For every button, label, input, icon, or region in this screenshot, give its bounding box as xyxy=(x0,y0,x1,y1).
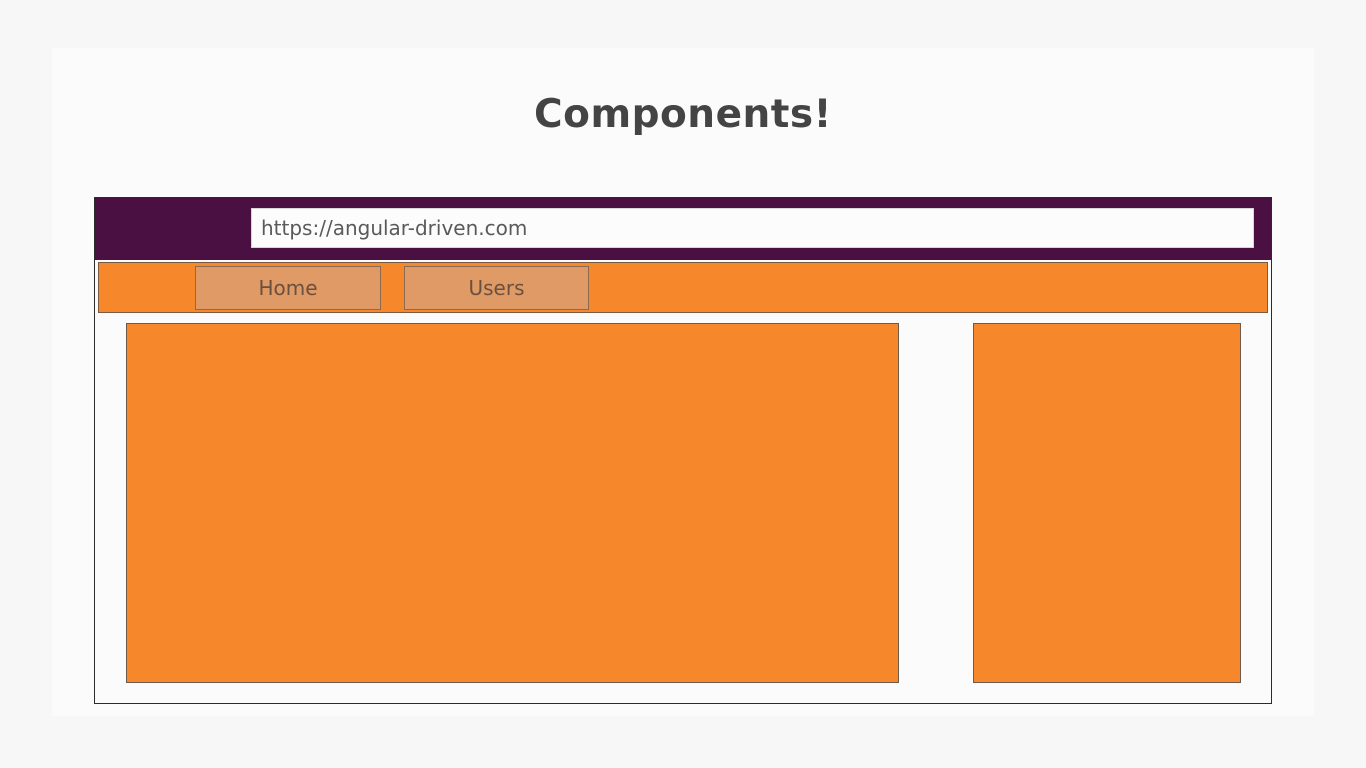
browser-top-bar: https://angular-driven.com xyxy=(95,198,1271,260)
nav-bar-component: Home Users xyxy=(98,262,1268,313)
nav-users-button[interactable]: Users xyxy=(404,266,589,310)
address-bar[interactable]: https://angular-driven.com xyxy=(251,208,1254,248)
nav-home-button[interactable]: Home xyxy=(195,266,381,310)
main-content-component xyxy=(126,323,899,683)
slide-title: Components! xyxy=(534,92,832,137)
sidebar-component xyxy=(973,323,1241,683)
address-bar-url: https://angular-driven.com xyxy=(261,216,528,240)
browser-mockup: https://angular-driven.com Home Users xyxy=(94,197,1272,704)
